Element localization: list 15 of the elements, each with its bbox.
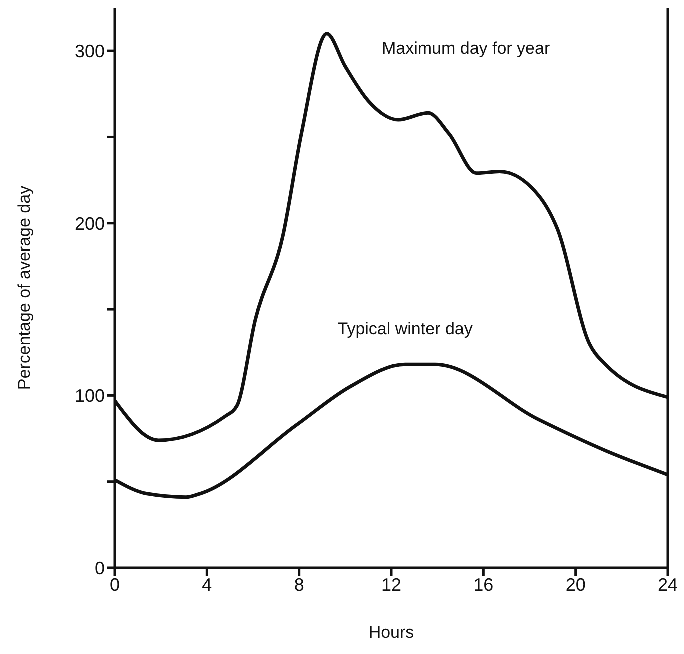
x-tick-label: 20 (566, 574, 586, 595)
y-tick-label: 200 (74, 214, 105, 234)
x-tick-label: 4 (202, 574, 212, 595)
y-tick-label: 100 (74, 386, 105, 406)
x-tick-label: 0 (110, 574, 120, 595)
text: Maximum day for year (382, 38, 550, 58)
x-tick-label: 8 (294, 574, 304, 595)
x-tick-label: 24 (658, 574, 678, 595)
y-tick-label: 0 (94, 558, 105, 578)
text: Typical winter day (338, 320, 474, 339)
x-axis-title: Hours (368, 623, 414, 642)
x-tick-label: 12 (381, 574, 402, 595)
x-tick-label: 16 (474, 574, 494, 595)
y-axis-title: Percentage of average day (15, 185, 34, 390)
y-tick-label: 300 (74, 41, 105, 62)
